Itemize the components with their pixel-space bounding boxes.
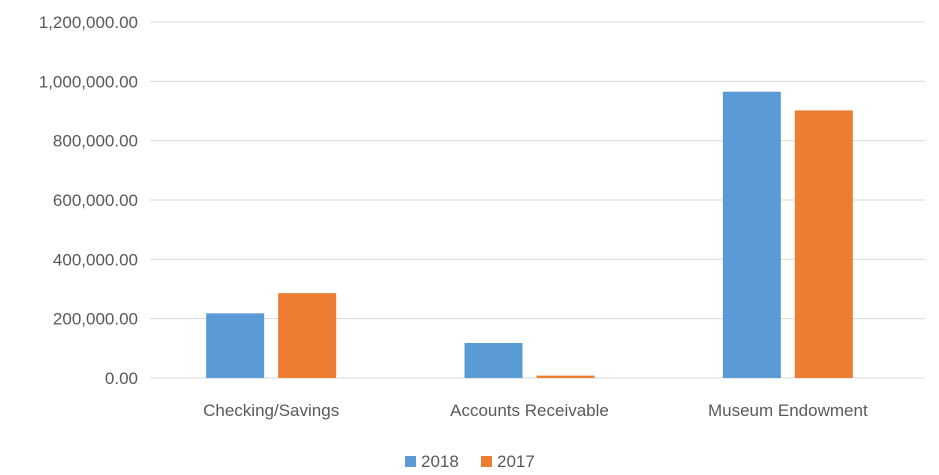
bar-2018-accounts-receivable: [464, 342, 523, 378]
x-category-label: Museum Endowment: [708, 401, 868, 420]
bar-2018-museum-endowment: [722, 91, 781, 378]
bar-2017-checking-savings: [278, 293, 337, 378]
y-tick-label: 0.00: [105, 369, 138, 388]
legend: 2018 2017: [405, 452, 535, 471]
x-category-label: Accounts Receivable: [450, 401, 609, 420]
x-axis-categories: Checking/Savings Accounts Receivable Museu…: [203, 401, 868, 420]
bar-2017-museum-endowment: [794, 110, 853, 378]
bars: [206, 91, 853, 378]
y-tick-label: 200,000.00: [53, 310, 138, 329]
bar-2018-checking-savings: [206, 313, 265, 378]
bar-2017-accounts-receivable: [536, 375, 595, 378]
y-axis-ticks: 0.00 200,000.00 400,000.00 600,000.00 800,00…: [39, 13, 138, 388]
legend-swatch-2017: [481, 456, 492, 467]
y-tick-label: 400,000.00: [53, 250, 138, 269]
y-tick-label: 800,000.00: [53, 132, 138, 151]
y-tick-label: 1,000,000.00: [39, 72, 138, 91]
legend-label: 2018: [421, 452, 459, 471]
legend-swatch-2018: [405, 456, 416, 467]
legend-label: 2017: [497, 452, 535, 471]
y-tick-label: 1,200,000.00: [39, 13, 138, 32]
x-category-label: Checking/Savings: [203, 401, 339, 420]
y-tick-label: 600,000.00: [53, 191, 138, 210]
